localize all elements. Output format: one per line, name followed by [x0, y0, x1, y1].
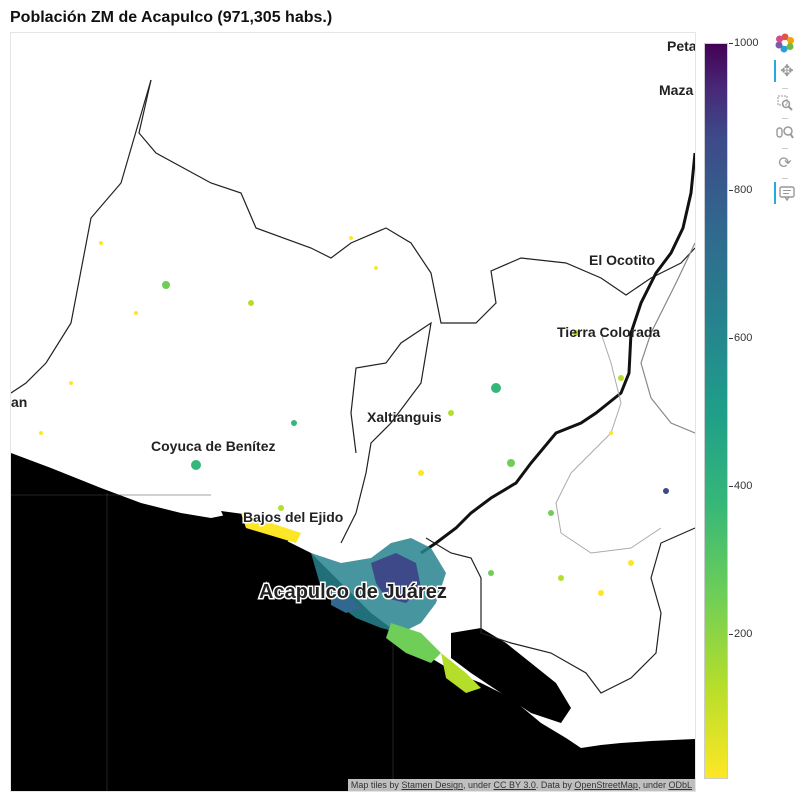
stamen-link[interactable]: Stamen Design	[401, 780, 463, 790]
plot-title: Población ZM de Acapulco (971,305 habs.)	[10, 9, 333, 26]
colorbar-tick	[729, 43, 733, 44]
population-density-layer	[39, 236, 669, 596]
municipal-boundary-west	[11, 79, 152, 394]
place-label: an	[11, 394, 27, 410]
municipal-boundary-inner	[340, 321, 432, 544]
reset-icon[interactable]: ⟳	[778, 155, 792, 172]
colorbar-tick-label: 600	[734, 332, 753, 344]
pan-tool-icon[interactable]: ✥	[774, 60, 798, 82]
municipal-boundary-east	[425, 527, 695, 694]
odbl-link[interactable]: ODbL	[668, 780, 692, 790]
highway	[420, 152, 695, 555]
urban-area-acapulco	[241, 513, 481, 693]
colorbar-tick-label: 200	[734, 628, 753, 640]
secondary-road	[640, 242, 695, 434]
attribution-text: , under	[462, 780, 494, 790]
place-label: Tierra Colorada	[557, 324, 660, 340]
toolbar-separator	[782, 178, 788, 179]
attribution-text: . Data by	[535, 780, 575, 790]
colorbar-tick-label: 1000	[734, 37, 759, 49]
plot-toolbar: ✥ ⟳	[768, 30, 800, 220]
colorbar-tick-label: 800	[734, 184, 753, 196]
map-attribution: Map tiles by Stamen Design, under CC BY …	[347, 779, 695, 791]
hover-icon[interactable]	[774, 182, 798, 204]
wheel-zoom-icon[interactable]	[774, 122, 796, 144]
place-label: Maza	[659, 82, 693, 98]
laguna-tres-palos	[451, 628, 571, 723]
attribution-text: , under	[637, 780, 669, 790]
place-label: El Ocotito	[589, 252, 655, 268]
sea-area	[11, 453, 695, 791]
ccby-link[interactable]: CC BY 3.0	[493, 780, 536, 790]
toolbar-separator	[782, 148, 788, 149]
municipal-boundary	[138, 79, 695, 324]
map-canvas[interactable]: Peta Maza El Ocotito Tierra Colorada an …	[10, 32, 696, 792]
colorbar	[704, 43, 728, 779]
map-svg: Peta Maza El Ocotito Tierra Colorada an …	[11, 38, 695, 791]
toolbar-separator	[782, 88, 788, 89]
bokeh-logo-icon[interactable]	[774, 32, 796, 54]
place-label: Xaltianguis	[367, 409, 442, 425]
toolbar-separator	[782, 118, 788, 119]
colorbar-tick	[729, 486, 733, 487]
attribution-prefix: Map tiles by	[350, 780, 402, 790]
box-zoom-icon[interactable]	[774, 92, 796, 114]
place-label: Bajos del Ejido	[243, 509, 343, 525]
place-label: Acapulco de Juárez	[259, 581, 447, 603]
colorbar-tick-label: 400	[734, 480, 753, 492]
colorbar-tick	[729, 338, 733, 339]
osm-link[interactable]: OpenStreetMap	[574, 780, 638, 790]
colorbar-tick	[729, 190, 733, 191]
colorbar-tick	[729, 634, 733, 635]
secondary-road-2	[555, 332, 662, 554]
place-label: Peta	[667, 38, 695, 54]
place-label: Coyuca de Benítez	[151, 438, 275, 454]
